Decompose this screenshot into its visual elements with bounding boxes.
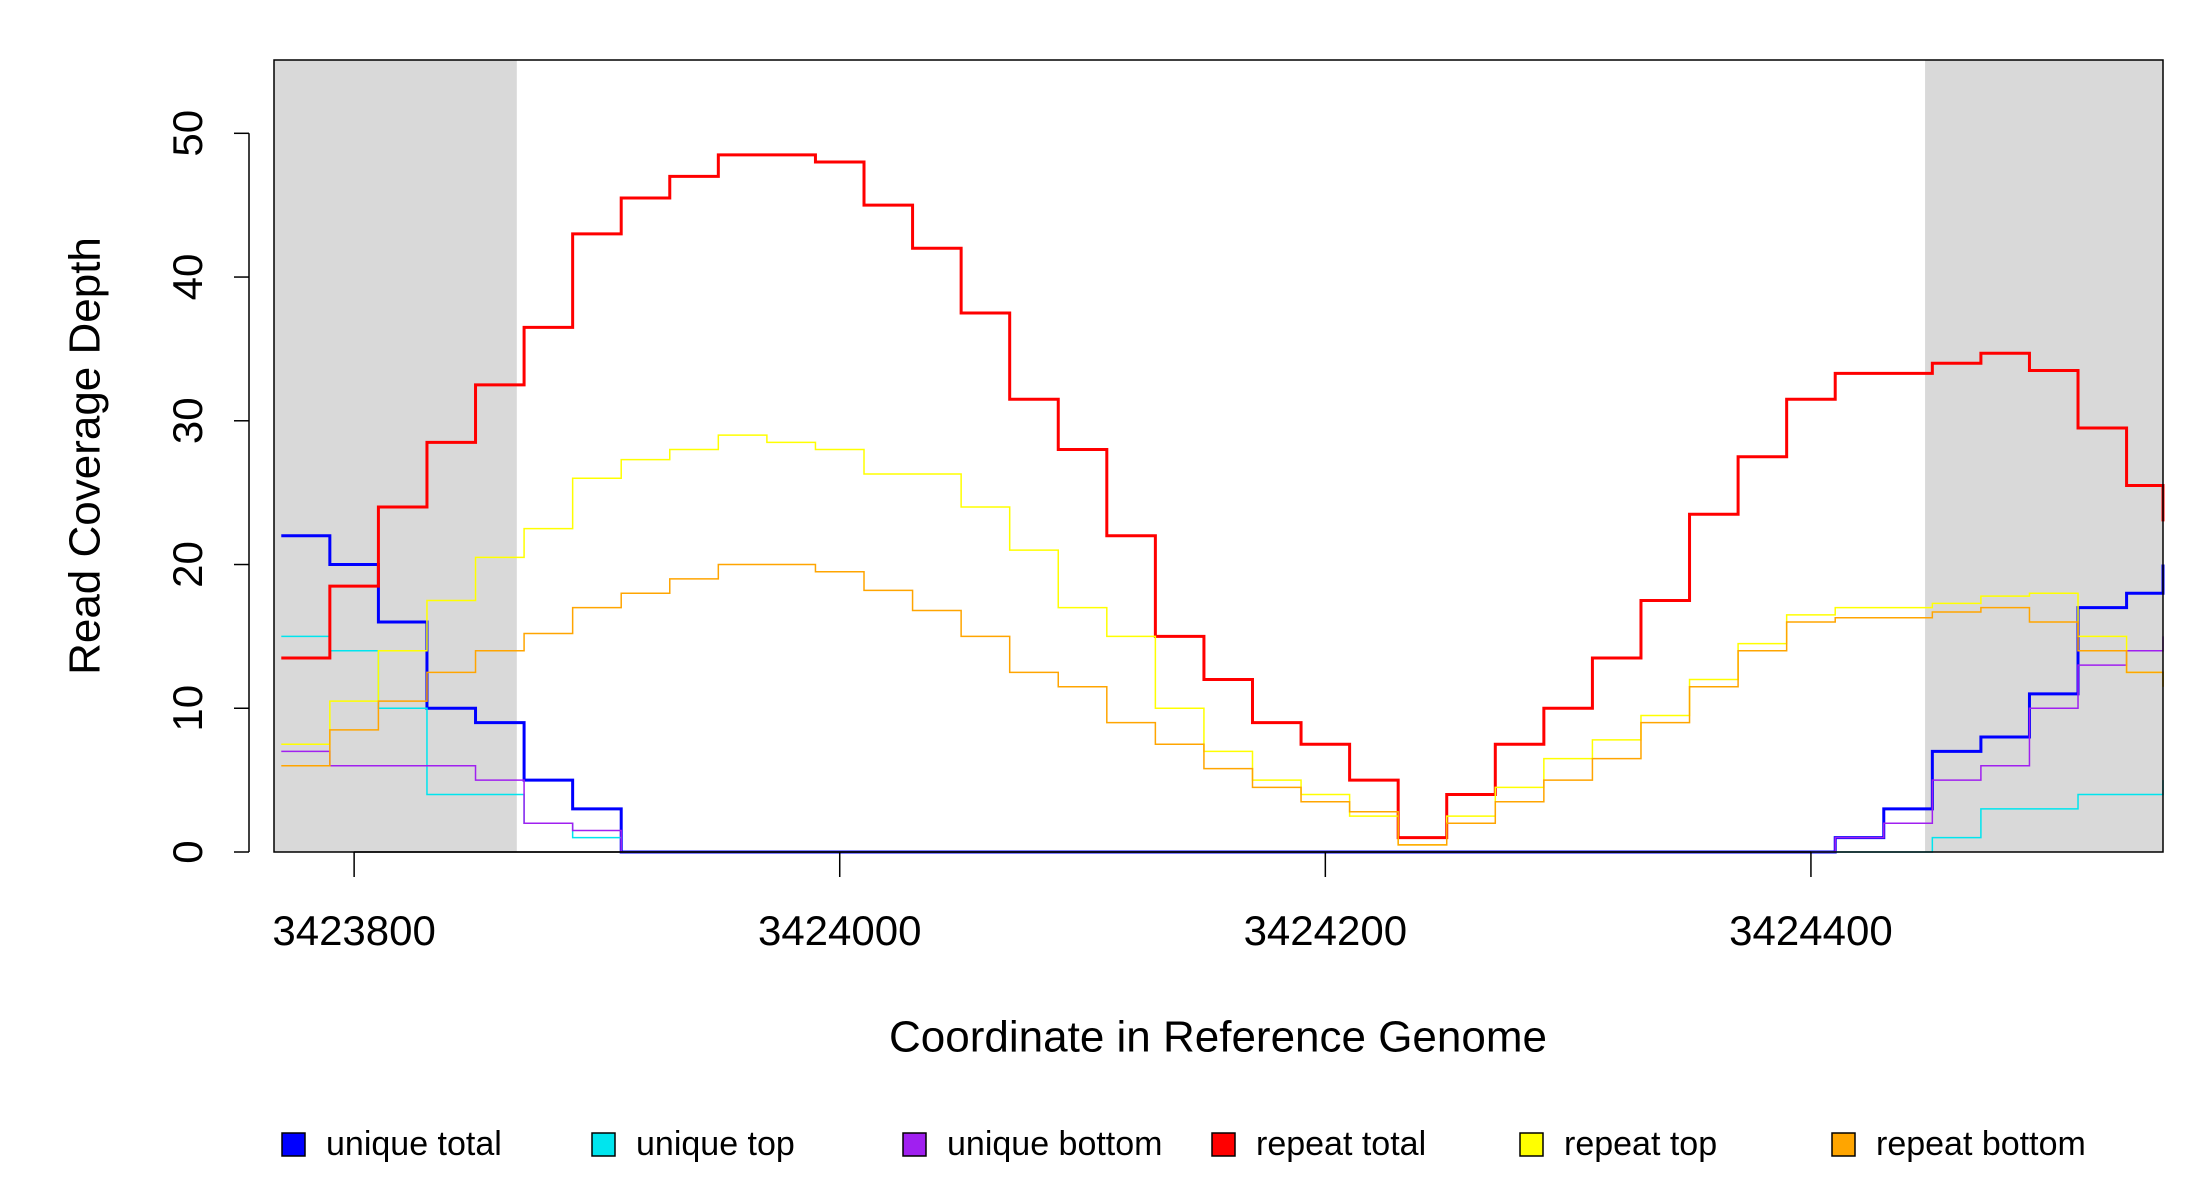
y-tick-label: 50 [164,110,211,157]
legend-swatch [902,1132,927,1157]
legend-label: repeat bottom [1876,1125,2086,1163]
series-line [281,636,2164,853]
y-tick-label: 30 [164,397,211,444]
legend-swatch [591,1132,616,1157]
x-tick-label: 3424400 [1729,907,1893,954]
plot-frame [273,59,2164,853]
legend-label: repeat top [1564,1125,1717,1163]
legend-swatch [281,1132,306,1157]
legend-swatch [1211,1132,1236,1157]
y-tick-label: 10 [164,685,211,732]
legend-label: unique total [326,1125,502,1163]
legend-label: unique top [636,1125,795,1163]
series-line [281,635,2164,853]
y-tick-label: 0 [164,840,211,863]
legend-label: unique bottom [947,1125,1163,1163]
shaded-region [1925,60,2163,852]
x-axis-title: Coordinate in Reference Genome [889,1013,1547,1062]
legend-swatch [1519,1132,1544,1157]
legend-label: repeat total [1256,1125,1426,1163]
x-tick-label: 3423800 [272,907,436,954]
x-tick-label: 3424000 [758,907,922,954]
y-tick-label: 20 [164,541,211,588]
series-line [281,534,2165,854]
series-line [281,563,2164,846]
x-tick-label: 3424200 [1244,907,1408,954]
y-tick-label: 40 [164,254,211,301]
shaded-region [274,60,517,852]
y-axis-title: Read Coverage Depth [61,237,110,675]
series-line [281,434,2164,846]
series-line [281,153,2165,840]
legend-swatch [1831,1132,1856,1157]
